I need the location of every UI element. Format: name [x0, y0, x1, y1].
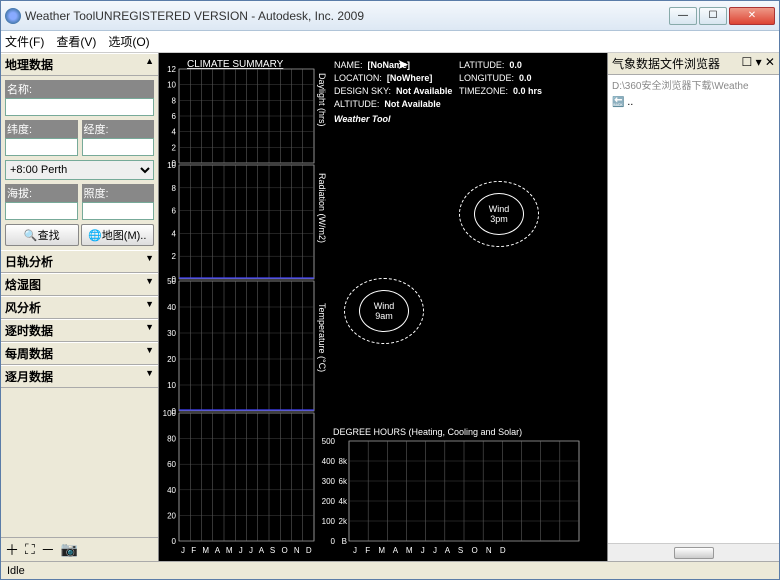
browser-header[interactable]: 气象数据文件浏览器 ☐ ▾ ✕	[608, 53, 779, 75]
svg-text:12: 12	[167, 65, 176, 74]
geo-header[interactable]: 地理数据 ▲	[1, 53, 158, 76]
horizontal-scrollbar[interactable]	[608, 543, 779, 561]
svg-text:6: 6	[172, 207, 177, 216]
section-逐时数据[interactable]: 逐时数据▼	[1, 319, 158, 342]
section-日轨分析[interactable]: 日轨分析▼	[1, 250, 158, 273]
lux-label: 照度:	[82, 184, 155, 202]
lon-input[interactable]	[82, 138, 155, 156]
svg-text:50: 50	[167, 277, 176, 286]
camera-icon[interactable]: 📷	[61, 541, 78, 558]
degree-chart-svg: DEGREE HOURS (Heating, Cooling and Solar…	[319, 425, 607, 555]
name-input[interactable]	[5, 98, 154, 116]
lat-input[interactable]	[5, 138, 78, 156]
file-up-item[interactable]: ..	[612, 96, 775, 108]
svg-text:300: 300	[322, 477, 336, 486]
svg-text:60: 60	[167, 460, 176, 469]
axis-daylight: Daylight (hrs)	[317, 73, 327, 127]
svg-text:10: 10	[167, 81, 176, 90]
file-list[interactable]: ..	[608, 94, 779, 543]
browser-header-icons: ☐ ▾ ✕	[741, 55, 775, 72]
browser-header-label: 气象数据文件浏览器	[612, 55, 720, 72]
collapse-icon: ▲	[145, 56, 154, 73]
section-每周数据[interactable]: 每周数据▼	[1, 342, 158, 365]
wind-9am-label: Wind 9am	[369, 301, 399, 321]
svg-text:2k: 2k	[339, 517, 348, 526]
section-焓湿图[interactable]: 焓湿图▼	[1, 273, 158, 296]
svg-text:30: 30	[167, 329, 176, 338]
svg-text:8: 8	[172, 184, 177, 193]
svg-text:DEGREE HOURS (Heating, Cooling: DEGREE HOURS (Heating, Cooling and Solar…	[333, 427, 522, 437]
timezone-select[interactable]: +8:00 Perth	[5, 160, 154, 180]
svg-text:2: 2	[172, 252, 177, 261]
svg-text:20: 20	[167, 511, 176, 520]
svg-text:8k: 8k	[339, 457, 348, 466]
maximize-button[interactable]: ☐	[699, 7, 727, 25]
analysis-sections: 日轨分析▼焓湿图▼风分析▼逐时数据▼每周数据▼逐月数据▼	[1, 250, 158, 388]
svg-text:J F M A M J J: J F M A M J J A S O N D	[353, 546, 509, 555]
section-逐月数据[interactable]: 逐月数据▼	[1, 365, 158, 388]
main-area: 地理数据 ▲ 名称: 纬度: 经度: +8:00 Perth 海拔: 照度: 🔍…	[1, 53, 779, 561]
meta-block: NAME: [NoName] LOCATION: [NoWhere] DESIG…	[334, 59, 452, 126]
chart-canvas: CLIMATE SUMMARY NAME: [NoName] LOCATION:…	[159, 53, 607, 561]
meta-block-2: LATITUDE: 0.0 LONGITUDE: 0.0 TIMEZONE: 0…	[459, 59, 542, 98]
axis-temp: Temperature (°C)	[317, 303, 327, 372]
svg-text:100: 100	[163, 409, 177, 418]
svg-text:500: 500	[322, 437, 336, 446]
scroll-thumb[interactable]	[674, 547, 714, 559]
minimize-button[interactable]: —	[669, 7, 697, 25]
menu-view[interactable]: 查看(V)	[56, 33, 96, 50]
svg-text:4k: 4k	[339, 497, 348, 506]
window-buttons: — ☐ ✕	[667, 7, 775, 25]
bottom-toolbar: ＋ ⛶ － 📷	[1, 537, 158, 561]
alt-input[interactable]	[5, 202, 78, 220]
alt-label: 海拔:	[5, 184, 78, 202]
svg-text:0: 0	[172, 537, 177, 546]
svg-text:6k: 6k	[339, 477, 348, 486]
svg-text:2: 2	[172, 143, 177, 152]
fit-icon[interactable]: ⛶	[25, 541, 35, 558]
svg-text:10: 10	[167, 381, 176, 390]
menu-bar: 文件(F) 查看(V) 选项(O)	[1, 31, 779, 53]
wind-3pm-label: Wind 3pm	[484, 204, 514, 224]
zoom-in-icon[interactable]: ＋	[5, 540, 19, 560]
cursor-icon: ➤	[397, 56, 409, 73]
svg-text:40: 40	[167, 303, 176, 312]
svg-text:40: 40	[167, 486, 176, 495]
svg-text:100: 100	[322, 517, 336, 526]
lon-label: 经度:	[82, 120, 155, 138]
svg-text:J F M A M J J A S O N D: J F M A M J J A S O N D	[181, 546, 314, 553]
svg-text:200: 200	[322, 497, 336, 506]
svg-text:6: 6	[172, 112, 177, 121]
lux-input[interactable]	[82, 202, 155, 220]
svg-text:80: 80	[167, 435, 176, 444]
left-panel: 地理数据 ▲ 名称: 纬度: 经度: +8:00 Perth 海拔: 照度: 🔍…	[1, 53, 159, 561]
close-button[interactable]: ✕	[729, 7, 775, 25]
axis-radiation: Radiation (W/m2)	[317, 173, 327, 243]
geo-section: 名称: 纬度: 经度: +8:00 Perth 海拔: 照度: 🔍查找 🌐地图(…	[1, 76, 158, 250]
svg-text:4: 4	[172, 128, 177, 137]
svg-text:B: B	[342, 537, 347, 546]
title-bar: Weather ToolUNREGISTERED VERSION - Autod…	[1, 1, 779, 31]
zoom-out-icon[interactable]: －	[41, 540, 55, 560]
svg-text:8: 8	[172, 96, 177, 105]
status-bar: Idle	[1, 561, 779, 579]
find-button[interactable]: 🔍查找	[5, 224, 79, 246]
section-风分析[interactable]: 风分析▼	[1, 296, 158, 319]
svg-text:10: 10	[167, 161, 176, 170]
svg-text:400: 400	[322, 457, 336, 466]
menu-file[interactable]: 文件(F)	[5, 33, 44, 50]
app-icon	[5, 8, 21, 24]
svg-text:4: 4	[172, 229, 177, 238]
svg-text:0: 0	[331, 537, 336, 546]
left-charts-svg: 024681012024681001020304050020406080100J…	[159, 53, 319, 553]
browser-path: D:\360安全浏览器下载\Weathe	[608, 75, 779, 94]
menu-options[interactable]: 选项(O)	[108, 33, 149, 50]
name-label: 名称:	[5, 80, 154, 98]
window-title: Weather ToolUNREGISTERED VERSION - Autod…	[25, 9, 667, 23]
geo-header-label: 地理数据	[5, 56, 53, 73]
right-panel: 气象数据文件浏览器 ☐ ▾ ✕ D:\360安全浏览器下载\Weathe ..	[607, 53, 779, 561]
lat-label: 纬度:	[5, 120, 78, 138]
svg-text:20: 20	[167, 355, 176, 364]
map-button[interactable]: 🌐地图(M)..	[81, 224, 155, 246]
